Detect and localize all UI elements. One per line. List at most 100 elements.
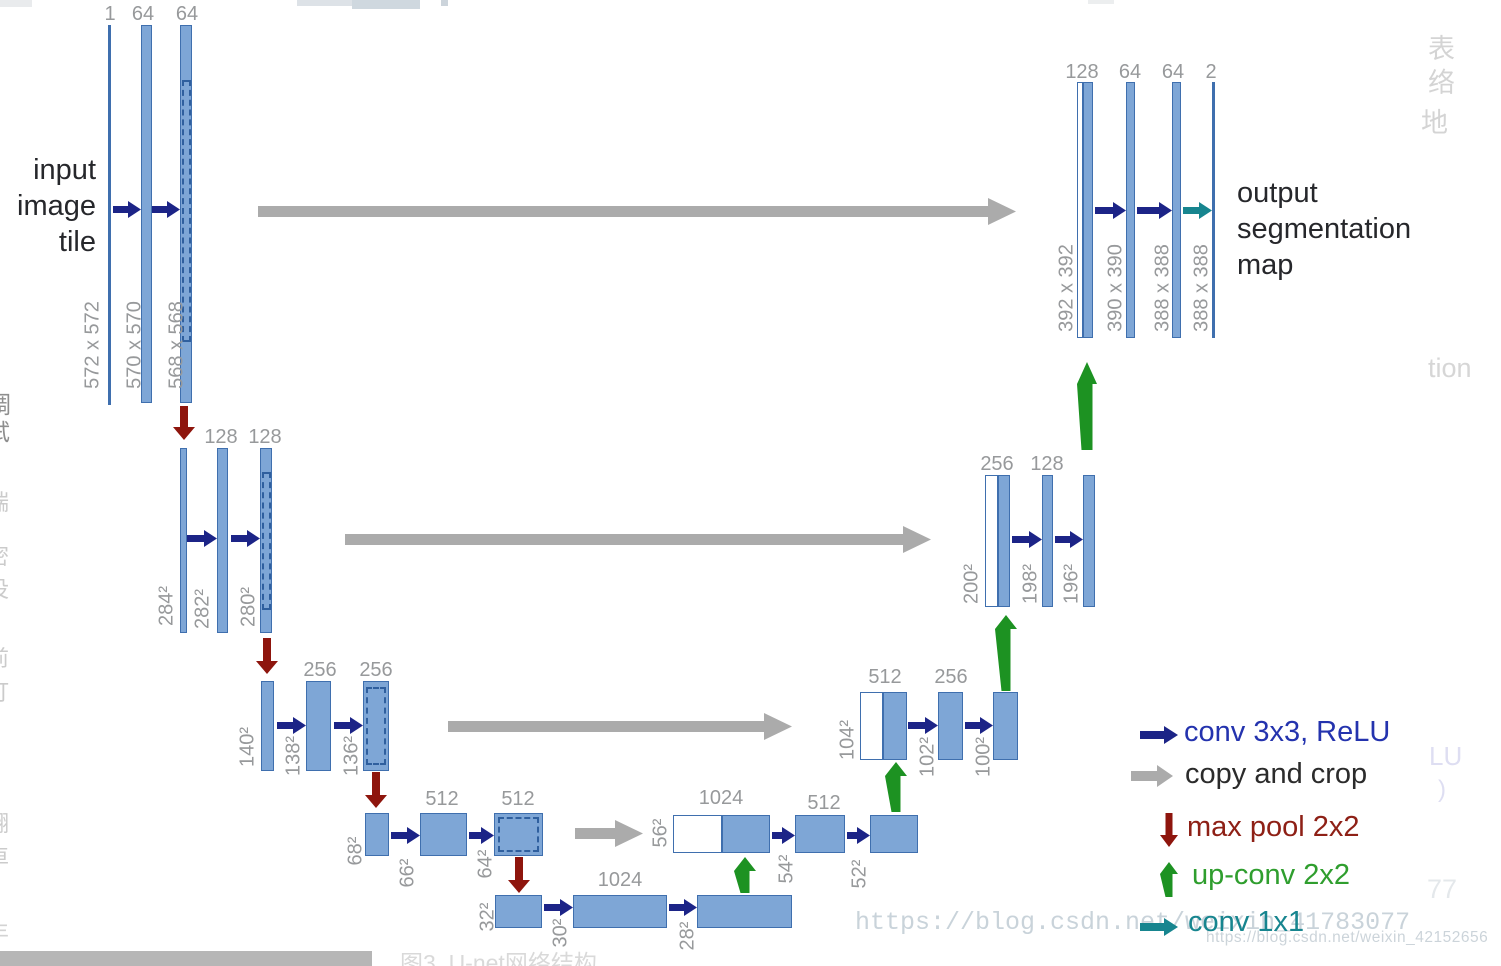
legend-label-conv-3x3-relu: conv 3x3, ReLU	[1184, 716, 1391, 748]
feature-size-label: 64²	[474, 849, 497, 879]
channel-count-label: 1024	[698, 787, 744, 809]
edge-text-fragment: 翻	[0, 813, 9, 835]
edge-text-fragment: 車	[0, 847, 9, 869]
watermark-url: https://blog.csdn.net/weixin_42152656	[1206, 929, 1489, 946]
output-label-line: output	[1237, 177, 1318, 209]
feature-map-bar	[993, 692, 1018, 760]
output-label-line: map	[1237, 249, 1294, 281]
feature-map-bar	[180, 448, 187, 633]
channel-count-label: 256	[934, 666, 968, 688]
channel-count-label: 512	[501, 788, 535, 810]
conv3x3-arrow-icon	[965, 717, 993, 734]
feature-size-label: 100²	[972, 736, 995, 778]
feature-map-bar	[261, 681, 274, 771]
figure-caption: 图3 U-net网络结构	[400, 950, 597, 966]
screen-noise	[0, 0, 32, 7]
crop-outline	[366, 687, 386, 765]
legend-conv-3x3-relu-arrow-icon	[1140, 726, 1178, 744]
channel-count-label: 128	[204, 426, 238, 448]
input-label-line: input	[33, 154, 96, 186]
feature-map-bar	[494, 813, 543, 856]
copied-features-bar	[1077, 82, 1083, 338]
channel-count-label: 128	[1030, 453, 1064, 475]
ghost-text: 地	[1421, 108, 1448, 138]
channel-count-label: 256	[359, 659, 393, 681]
legend-label-up-conv-2x2: up-conv 2x2	[1192, 859, 1350, 891]
conv3x3-arrow-icon	[150, 201, 180, 218]
feature-map-bar	[883, 692, 907, 760]
feature-size-label: 392 x 392	[1055, 244, 1078, 332]
feature-size-label: 138²	[282, 735, 305, 777]
channel-count-label: 1024	[597, 869, 643, 891]
copy-crop-arrow-icon	[258, 198, 1016, 225]
feature-size-label: 52²	[848, 859, 871, 889]
input-label-line: image	[17, 190, 96, 222]
channel-count-label: 256	[980, 453, 1014, 475]
conv3x3-arrow-icon	[1012, 531, 1042, 548]
channel-count-label: 64	[175, 3, 199, 25]
feature-size-label: 198²	[1019, 563, 1042, 605]
feature-map-bar	[870, 815, 918, 853]
conv3x3-arrow-icon	[908, 717, 938, 734]
edge-text-fragment: 调	[0, 394, 11, 418]
watermark-url: https://blog.csdn.net/weixin_41783077	[855, 908, 1411, 937]
feature-size-label: 284²	[155, 585, 178, 627]
channel-count-label: 2	[1205, 61, 1217, 83]
feature-size-label: 388 x 388	[1151, 244, 1174, 332]
conv3x3-arrow-icon	[113, 201, 141, 218]
maxpool-arrow-icon	[508, 857, 530, 893]
edge-text-fragment: 没	[0, 579, 9, 601]
ghost-text: 77	[1427, 874, 1458, 904]
feature-size-label: 32²	[476, 902, 499, 932]
feature-size-label: 390 x 390	[1104, 244, 1127, 332]
feature-map-bar	[938, 692, 963, 760]
channel-count-label: 256	[303, 659, 337, 681]
feature-map-bar	[1083, 82, 1093, 338]
feature-map-bar	[1042, 475, 1053, 607]
copy-crop-arrow-icon	[448, 713, 792, 740]
maxpool-arrow-icon	[365, 772, 387, 808]
edge-text-fragment: 端	[0, 492, 9, 514]
edge-text-fragment: 试	[0, 421, 10, 444]
feature-map-bar	[573, 895, 667, 928]
channel-count-label: 64	[1161, 61, 1185, 83]
feature-map-bar	[420, 813, 467, 856]
feature-size-label: 68²	[344, 836, 367, 866]
channel-count-label: 128	[1065, 61, 1099, 83]
feature-map-bar	[1172, 82, 1181, 338]
conv3x3-arrow-icon	[469, 827, 494, 844]
legend-label-max-pool-2x2: max pool 2x2	[1187, 811, 1360, 843]
feature-size-label: 280²	[237, 586, 260, 628]
scrollbar-fragment	[0, 951, 372, 966]
feature-map-bar	[306, 681, 331, 771]
upconv-arrow-icon	[1077, 362, 1097, 450]
feature-map-bar	[365, 813, 389, 856]
legend-copy-and-crop-arrow-icon	[1131, 765, 1173, 787]
legend-up-conv-2x2-arrow-icon	[1160, 862, 1178, 897]
input-label-line: tile	[58, 226, 96, 258]
feature-map-bar	[217, 448, 228, 633]
screen-noise	[352, 0, 420, 9]
copied-features-bar	[860, 692, 883, 760]
feature-size-label: 54²	[775, 854, 798, 884]
ghost-text: )	[1438, 776, 1446, 803]
conv3x3-arrow-icon	[231, 530, 260, 547]
feature-size-label: 388 x 388	[1190, 244, 1213, 332]
feature-map-bar	[1083, 475, 1095, 607]
channel-count-label: 512	[868, 666, 902, 688]
conv3x3-arrow-icon	[1137, 202, 1172, 219]
edge-text-fragment: 打	[0, 682, 9, 704]
ghost-text: LU	[1429, 741, 1463, 771]
channel-count-label: 64	[131, 3, 155, 25]
maxpool-arrow-icon	[256, 638, 278, 674]
feature-size-label: 572 x 572	[81, 301, 104, 389]
conv3x3-arrow-icon	[669, 899, 697, 916]
maxpool-arrow-icon	[173, 406, 195, 440]
feature-size-label: 568 x 568	[165, 301, 188, 389]
ghost-text: 络	[1428, 68, 1455, 98]
feature-map-bar	[697, 895, 792, 928]
channel-count-label: 512	[425, 788, 459, 810]
conv3x3-arrow-icon	[391, 827, 420, 844]
ghost-text: 表	[1428, 34, 1455, 64]
